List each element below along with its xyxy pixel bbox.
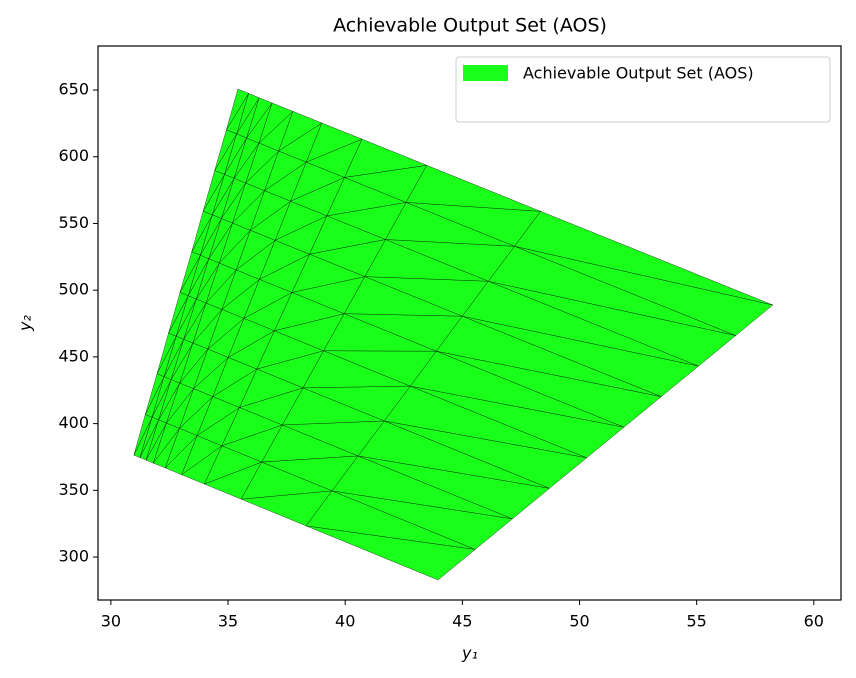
x-axis-label: y₁ [461,644,478,663]
x-tick-label: 50 [569,612,589,631]
x-tick-label: 45 [452,612,472,631]
legend-box [455,56,831,123]
mesh-triangle [226,88,249,130]
x-tick-label: 35 [218,612,238,631]
legend-swatch [463,65,508,81]
y-tick-label: 400 [58,413,89,432]
y-tick-label: 600 [58,146,89,165]
y-tick-label: 300 [58,547,89,566]
mesh-triangle [405,165,541,212]
mesh-triangle [514,211,773,306]
x-tick-label: 60 [804,612,824,631]
x-tick-label: 55 [686,612,706,631]
y-tick-label: 450 [58,346,89,365]
y-axis-label: y₂ [16,314,35,331]
plot-frame [97,45,842,601]
mesh-triangle [278,111,322,152]
y-tick-label: 500 [58,280,89,299]
y-tick-label: 650 [58,80,89,99]
x-tick-label: 40 [335,612,355,631]
mesh-triangle [246,97,273,139]
chart-title: Achievable Output Set (AOS) [333,15,607,37]
mesh-triangle [236,93,260,134]
y-tick-label: 550 [58,213,89,232]
mesh-triangle [344,138,427,178]
legend-label: Achievable Output Set (AOS) [523,64,754,83]
x-tick-label: 30 [101,612,121,631]
mesh-triangle [306,122,363,163]
mesh-triangle [258,102,294,144]
y-tick-label: 350 [58,480,89,499]
